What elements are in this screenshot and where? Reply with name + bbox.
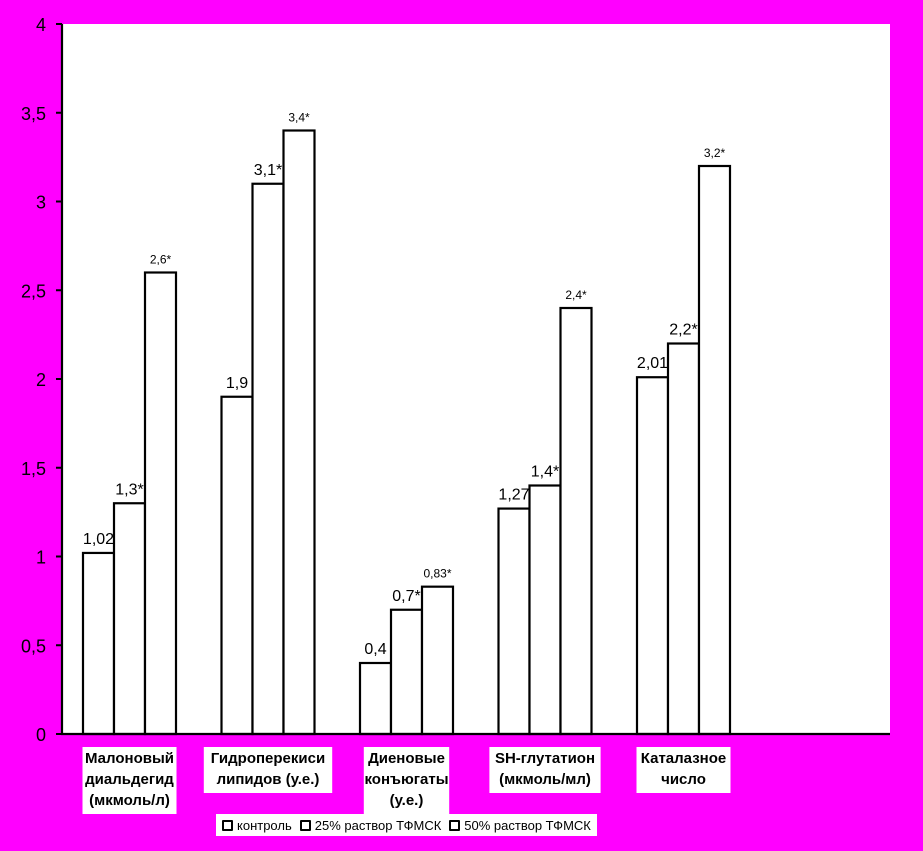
category-label-background — [636, 747, 731, 793]
data-label: 0,4 — [364, 641, 386, 658]
category-label: (у.е.) — [390, 792, 424, 809]
y-tick-label: 2,5 — [21, 281, 46, 301]
legend-swatch-icon — [449, 819, 461, 831]
bar-25-percent-1 — [112, 502, 147, 736]
category-label-background — [82, 747, 177, 814]
bar-25-percent-2 — [251, 182, 285, 736]
data-label: 0,83* — [423, 567, 451, 581]
data-label: 3,2* — [704, 146, 726, 160]
data-label: 1,27 — [498, 487, 529, 504]
y-tick-label: 4 — [36, 15, 46, 35]
legend-swatch-icon — [222, 819, 233, 831]
axes-group — [56, 23, 890, 736]
category-label-background — [203, 747, 333, 793]
bar-50-percent-4 — [559, 306, 593, 736]
plot-area — [62, 24, 890, 734]
category-label: конъюгаты — [364, 771, 448, 788]
data-labels-group: 1,02 1,9 0,4 1,27 2,01 1,3* 3,1* 0,7* 1,4* 2,2* 2,… — [83, 111, 726, 659]
category-label: Диеновые — [368, 750, 445, 767]
data-label: 1,3* — [115, 481, 143, 498]
legend-label: 50% раствор ТФМСК — [464, 817, 591, 833]
legend-item-25-percent: 25% раствор ТФМСК — [299, 817, 442, 833]
data-label: 2,4* — [565, 288, 587, 302]
bar-control-5 — [635, 376, 670, 736]
category-label: Каталазное — [641, 750, 726, 767]
legend-label: 25% раствор ТФМСК — [314, 817, 442, 833]
y-tick-labels-group: 0 0,5 1 1,5 2 2,5 3 3,5 4 — [21, 15, 46, 745]
bar-25-percent-3 — [389, 608, 424, 736]
bar-control-3 — [358, 661, 393, 736]
bar-control-4 — [497, 507, 531, 736]
data-label: 1,9 — [226, 375, 248, 392]
y-tick-label: 0,5 — [21, 636, 46, 656]
category-label: SH-глутатион — [495, 750, 595, 767]
category-labels-group: Малоновый диальдегид (мкмоль/л) Гидропереки… — [82, 747, 731, 814]
y-tick-label: 1,5 — [21, 459, 46, 479]
category-label-background — [489, 747, 601, 793]
data-label: 2,01 — [637, 355, 668, 372]
category-label: Гидроперекиси — [211, 750, 325, 767]
legend-swatch-icon — [299, 819, 311, 831]
bar-25-percent-4 — [528, 484, 562, 736]
bar-25-percent-5 — [666, 342, 701, 736]
category-label: диальдегид — [85, 771, 174, 788]
data-label: 0,7* — [392, 588, 420, 605]
bar-50-percent-3 — [420, 585, 455, 736]
data-label: 1,02 — [83, 531, 114, 548]
legend-label: контроль — [237, 817, 292, 833]
bar-control-1 — [81, 551, 116, 736]
y-tick-label: 1 — [36, 548, 46, 568]
y-tick-label: 2 — [36, 370, 46, 390]
category-label: Малоновый — [85, 750, 174, 767]
category-label-background — [363, 747, 450, 814]
data-label: 3,1* — [254, 162, 282, 179]
category-label: число — [661, 771, 706, 788]
legend-item-50-percent: 50% раствор ТФМСК — [449, 818, 591, 833]
y-tick-label: 3 — [36, 193, 46, 213]
bar-control-2 — [220, 395, 254, 736]
category-label: (мкмоль/л) — [89, 792, 170, 809]
bar-50-percent-5 — [697, 164, 732, 736]
bar-50-percent-1 — [143, 271, 178, 736]
legend-item-control: контроль — [222, 818, 292, 833]
bar-50-percent-2 — [282, 129, 316, 736]
y-tick-label: 0 — [36, 725, 46, 745]
bars-group — [81, 129, 732, 736]
y-tick-label: 3,5 — [21, 104, 46, 124]
category-label: липидов (у.е.) — [217, 771, 320, 788]
legend: контроль 25% раствор ТФМСК 50% раствор Т… — [216, 814, 597, 836]
data-label: 2,6* — [150, 253, 172, 267]
data-label: 3,4* — [288, 111, 310, 125]
data-label: 1,4* — [531, 464, 559, 481]
data-label: 2,2* — [669, 322, 697, 339]
category-label: (мкмоль/мл) — [499, 771, 591, 788]
